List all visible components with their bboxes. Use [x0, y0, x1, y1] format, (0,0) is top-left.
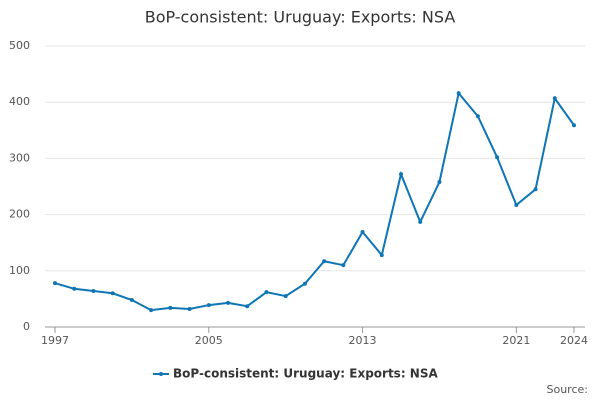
point [360, 230, 365, 235]
point [322, 259, 327, 264]
point [399, 172, 403, 177]
point [418, 219, 423, 224]
point [456, 91, 461, 96]
legend-label: BoP-consistent: Uruguay: Exports: NSA [173, 367, 438, 381]
series-line [54, 90, 575, 312]
x-tick-label: 1997 [41, 334, 69, 347]
point [495, 155, 500, 160]
y-tick-label: 300 [9, 151, 30, 164]
point [168, 305, 173, 310]
legend-marker [159, 372, 163, 376]
point [437, 180, 442, 185]
x-tick-label: 2005 [195, 334, 223, 347]
point [149, 308, 154, 313]
y-tick-label: 200 [9, 208, 30, 221]
x-tick-label: 2013 [349, 334, 377, 347]
point [129, 298, 134, 303]
point [264, 290, 269, 295]
point [91, 289, 96, 294]
source: Source: [547, 383, 589, 396]
point [53, 281, 57, 286]
point [533, 187, 538, 192]
point [283, 294, 288, 299]
point [245, 304, 250, 309]
y-tick-label: 400 [9, 95, 30, 108]
point [475, 114, 480, 119]
point [302, 281, 307, 286]
point [341, 263, 346, 268]
point [572, 123, 576, 128]
point [552, 96, 557, 101]
point [206, 303, 211, 308]
point [110, 291, 115, 296]
x-tick-label: 2021 [502, 334, 530, 347]
point [379, 253, 384, 258]
y-tick-label: 500 [9, 39, 30, 52]
point [72, 286, 77, 291]
y-tick-label: 100 [9, 264, 30, 277]
point [514, 203, 519, 208]
chart-title: BoP-consistent: Uruguay: Exports: NSA [145, 8, 456, 27]
y-tick-label: 0 [23, 320, 30, 333]
point [187, 307, 192, 312]
point [226, 300, 230, 305]
x-tick-label: 2024 [560, 334, 588, 347]
